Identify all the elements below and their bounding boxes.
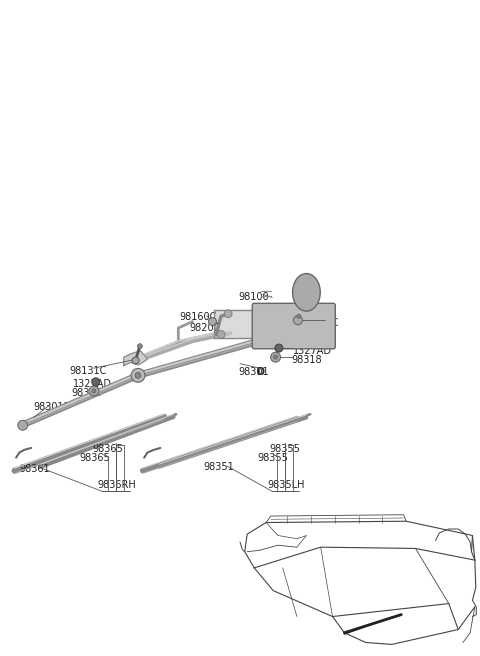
Circle shape [284,310,291,318]
Circle shape [137,344,143,348]
Circle shape [271,352,280,362]
Text: 98365: 98365 [92,443,123,453]
Text: 9836RH: 9836RH [97,480,136,490]
Circle shape [277,329,288,340]
Circle shape [293,316,302,325]
Text: 98318: 98318 [72,388,102,398]
Text: 98131C: 98131C [69,366,107,376]
Text: 9835LH: 9835LH [267,480,305,490]
Circle shape [217,331,225,338]
Circle shape [275,344,283,352]
Text: 1327AD: 1327AD [293,346,332,356]
Text: 98365: 98365 [80,453,110,462]
Circle shape [297,314,301,318]
Circle shape [131,369,145,382]
Text: D: D [256,367,264,377]
Circle shape [208,318,216,325]
Text: 98301: 98301 [239,367,269,377]
Text: 98355: 98355 [269,443,300,453]
Text: 98200: 98200 [189,323,220,333]
Text: 98361: 98361 [19,464,50,474]
Circle shape [92,389,96,393]
Circle shape [274,355,277,359]
Polygon shape [214,310,297,338]
Circle shape [135,373,141,379]
Circle shape [92,378,100,386]
FancyBboxPatch shape [252,303,336,349]
Polygon shape [124,351,147,365]
Text: 98160C: 98160C [180,312,217,322]
Circle shape [18,420,28,430]
Text: 98351: 98351 [203,462,234,472]
Text: 98301P: 98301P [33,402,70,412]
Text: 98355: 98355 [258,453,288,462]
Text: 98131C: 98131C [301,318,339,328]
Ellipse shape [293,274,320,311]
Text: 98100: 98100 [239,292,269,302]
Circle shape [132,357,139,364]
Circle shape [224,310,232,318]
Text: 1327AD: 1327AD [73,379,112,390]
Text: 98318: 98318 [292,355,323,365]
Circle shape [89,386,99,396]
